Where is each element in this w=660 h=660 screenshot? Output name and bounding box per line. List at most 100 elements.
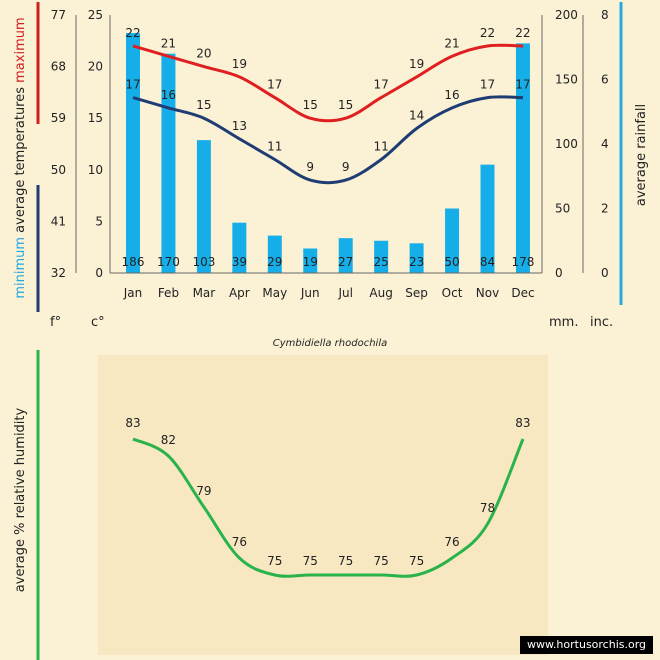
rain-bar-may <box>267 235 282 273</box>
max-temp-label-apr: 19 <box>232 57 247 71</box>
rain-label-dec: 178 <box>511 255 534 269</box>
min-temp-label-feb: 16 <box>161 88 176 102</box>
min-temp-label-jul: 9 <box>342 160 350 174</box>
humidity-label-oct: 76 <box>444 535 459 549</box>
max-temp-label-nov: 22 <box>480 26 495 40</box>
humidity-label-jul: 75 <box>338 554 353 568</box>
unit-inch: inc. <box>590 315 613 330</box>
fahrenheit-tick: 50 <box>51 163 66 177</box>
rain-label-jan: 186 <box>122 255 145 269</box>
celsius-tick: 10 <box>88 163 103 177</box>
max-temp-label-jul: 15 <box>338 98 353 112</box>
rain-label-sep: 23 <box>409 255 424 269</box>
mm-tick: 0 <box>555 266 563 280</box>
mm-tick: 150 <box>555 73 578 87</box>
max-temp-label-may: 17 <box>267 78 282 92</box>
max-temp-line <box>132 43 524 123</box>
inch-tick: 4 <box>601 137 609 151</box>
min-temp-label-dec: 17 <box>515 78 530 92</box>
min-temp-label-may: 11 <box>267 139 282 153</box>
min-temp-label-nov: 17 <box>480 78 495 92</box>
rainfall-bars: 186 170 103 39 29 19 27 25 23 50 84 178 <box>122 33 534 274</box>
month-label-jun: Jun <box>300 286 320 300</box>
max-temp-label-dec: 22 <box>515 26 530 40</box>
title-average-temperatures: average temperatures <box>13 83 28 233</box>
min-temp-line <box>132 95 524 185</box>
rain-label-jun: 19 <box>303 255 318 269</box>
humidity-axis-title: average % relative humidity <box>13 407 28 592</box>
month-label-oct: Oct <box>442 286 463 300</box>
min-temp-label-mar: 15 <box>196 98 211 112</box>
mm-tick: 100 <box>555 137 578 151</box>
humidity-label-mar: 79 <box>196 484 211 498</box>
rain-bar-mar <box>196 140 211 273</box>
max-temp-label-aug: 17 <box>374 78 389 92</box>
watermark: www.hortusorchis.org <box>520 636 653 654</box>
max-temp-label-jan: 22 <box>125 26 140 40</box>
unit-celsius: c° <box>91 315 105 330</box>
month-label-apr: Apr <box>229 286 250 300</box>
month-label-may: May <box>262 286 287 300</box>
rain-bar-nov <box>480 164 495 273</box>
rain-bar-apr <box>232 222 247 273</box>
min-temp-label-apr: 13 <box>232 119 247 133</box>
humidity-label-sep: 75 <box>409 554 424 568</box>
rain-bar-aug <box>374 240 389 273</box>
fahrenheit-tick: 41 <box>51 214 66 228</box>
temperature-axis-title: minimum average temperatures maximum <box>13 17 28 298</box>
unit-fahrenheit: f° <box>50 315 61 330</box>
max-temp-label-feb: 21 <box>161 36 176 50</box>
rain-bar-sep <box>409 243 424 273</box>
month-label-jul: Jul <box>337 286 352 300</box>
max-temp-label-mar: 20 <box>196 47 211 61</box>
inch-tick: 8 <box>601 8 609 22</box>
rain-label-oct: 50 <box>444 255 459 269</box>
inch-tick: 0 <box>601 266 609 280</box>
rain-label-may: 29 <box>267 255 282 269</box>
fahrenheit-tick: 68 <box>51 60 66 74</box>
humidity-label-apr: 76 <box>232 535 247 549</box>
humidity-label-feb: 82 <box>161 433 176 447</box>
rain-label-mar: 103 <box>192 255 215 269</box>
humidity-label-may: 75 <box>267 554 282 568</box>
fahrenheit-tick: 59 <box>51 111 66 125</box>
rain-label-jul: 27 <box>338 255 353 269</box>
month-label-sep: Sep <box>405 286 428 300</box>
rain-bar-dec <box>515 43 530 273</box>
rain-label-nov: 84 <box>480 255 495 269</box>
humidity-chart: average % relative humidity 83 82 79 76 75 75 7… <box>13 350 531 660</box>
min-temp-label-jan: 17 <box>125 78 140 92</box>
month-label-mar: Mar <box>193 286 216 300</box>
humidity-label-dec: 83 <box>515 416 530 430</box>
inch-tick: 2 <box>601 202 609 216</box>
max-temp-label-sep: 19 <box>409 57 424 71</box>
celsius-tick: 25 <box>88 8 103 22</box>
title-minimum: minimum <box>13 233 28 299</box>
temperature-rainfall-chart: 186 170 103 39 29 19 27 25 23 50 84 178 22212019171… <box>13 2 649 349</box>
celsius-tick: 5 <box>95 214 103 228</box>
month-label-feb: Feb <box>158 286 179 300</box>
min-temp-label-oct: 16 <box>444 88 459 102</box>
month-label-jan: Jan <box>123 286 143 300</box>
month-label-nov: Nov <box>476 286 499 300</box>
humidity-label-jun: 75 <box>303 554 318 568</box>
unit-mm: mm. <box>549 315 578 330</box>
humidity-line <box>132 437 525 578</box>
rain-bar-feb <box>161 53 176 274</box>
species-name: Cymbidiella rhodochila <box>273 338 387 349</box>
rain-label-aug: 25 <box>374 255 389 269</box>
rainfall-axis-title: average rainfall <box>634 104 649 206</box>
max-temp-label-oct: 21 <box>444 36 459 50</box>
mm-tick: 50 <box>555 202 570 216</box>
humidity-plot-background <box>98 355 548 655</box>
min-temp-label-sep: 14 <box>409 109 424 123</box>
min-temp-label-jun: 9 <box>306 160 314 174</box>
temperature-lines: 22 21 20 19 17 15 15 17 19 21 22 22 17 16 15 13 11 9 9 11 14… <box>125 26 531 185</box>
month-label-dec: Dec <box>511 286 534 300</box>
fahrenheit-tick: 77 <box>51 8 66 22</box>
temperature-axes: 776859504132252015105020015010050086420J… <box>13 2 649 349</box>
month-label-aug: Aug <box>369 286 392 300</box>
celsius-tick: 0 <box>95 266 103 280</box>
min-temp-label-aug: 11 <box>374 139 389 153</box>
